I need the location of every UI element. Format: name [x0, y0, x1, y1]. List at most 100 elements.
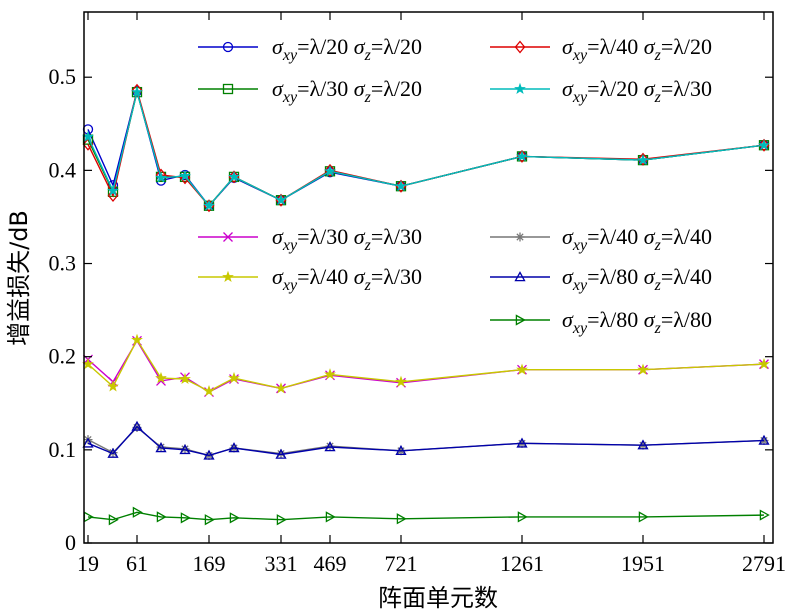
legend-entry-1: σxy=λ/20 σz=λ/20	[198, 34, 422, 64]
ticks-layer: 0 0.1 0.2 0.3 0.4 0.5 19 61 169 331 469 721 1261 1951…	[49, 12, 786, 576]
series-6	[82, 333, 770, 397]
legend-subscript: z	[364, 277, 372, 294]
legend-subscript: xy	[282, 47, 298, 64]
series-2-line	[87, 89, 765, 207]
legend-label-part: =λ/80	[661, 307, 712, 332]
legend-marker	[514, 82, 526, 95]
series-3-point-2	[107, 188, 119, 203]
series-5	[83, 335, 769, 398]
series-7-point-5	[180, 444, 190, 454]
legend-subscript: xy	[282, 89, 298, 106]
legend-label: σxy=λ/80 σz=λ/80	[562, 307, 712, 337]
legend-label: σxy=λ/20 σz=λ/30	[562, 76, 712, 106]
legend-label-part: =λ/20	[371, 76, 422, 101]
series-8-line	[87, 425, 765, 457]
legend-label-part: σ	[354, 264, 366, 289]
series-4-point-13	[758, 139, 770, 151]
y-tick-label-2: 0.1	[49, 437, 77, 462]
legend-subscript: xy	[572, 320, 588, 337]
plot-frame	[83, 11, 774, 544]
legend-label-part: =λ/20	[371, 34, 422, 59]
legend-entry-9: σxy=λ/80 σz=λ/80	[490, 307, 712, 337]
series-8-point-11	[516, 437, 528, 448]
x-tick-label-5: 469	[314, 551, 347, 576]
series-7	[83, 422, 769, 460]
series-8-point-8	[275, 448, 287, 459]
legend-label: σxy=λ/80 σz=λ/40	[562, 264, 712, 294]
legend-label-part: σ	[354, 224, 366, 249]
series-layer	[82, 83, 770, 526]
series-9-line	[87, 511, 765, 521]
series-4-point-10	[395, 180, 407, 192]
series-9-point-4	[156, 511, 167, 523]
legend-label-part: =λ/40	[297, 264, 348, 289]
series-8-point-4	[155, 442, 167, 453]
x-axis-label: 阵面单元数	[378, 584, 498, 612]
series-1	[82, 86, 770, 211]
legend-label-part: σ	[644, 76, 656, 101]
series-9-point-12	[638, 511, 649, 523]
series-3-line	[87, 90, 765, 207]
series-7-point-4	[156, 442, 166, 452]
legend-label-part: =λ/30	[661, 76, 712, 101]
legend-label: σxy=λ/40 σz=λ/40	[562, 224, 712, 254]
series-9-point-13	[759, 509, 770, 521]
legend-subscript: z	[364, 89, 372, 106]
series-3-point-4	[155, 168, 167, 182]
x-tick-label-1: 19	[77, 551, 99, 576]
legend-label-part: σ	[354, 76, 366, 101]
legend-label-part: σ	[562, 264, 574, 289]
legend-label-part: =λ/20	[297, 34, 348, 59]
series-4-point-12	[637, 153, 649, 166]
legend-entry-8: σxy=λ/80 σz=λ/40	[490, 264, 712, 294]
legend-subscript: z	[654, 277, 662, 294]
y-tick-label-6: 0.5	[49, 64, 77, 89]
series-6-line	[87, 338, 765, 392]
y-tick-label-5: 0.4	[49, 157, 77, 182]
legend-subscript: z	[364, 237, 372, 254]
legend-subscript: xy	[282, 277, 298, 294]
legend-label-part: =λ/30	[297, 76, 348, 101]
x-tick-label-8: 1951	[621, 551, 665, 576]
series-6-point-2	[107, 380, 119, 392]
legend-subscript: xy	[572, 47, 588, 64]
series-9-point-5	[180, 512, 191, 524]
series-3-point-9	[324, 163, 336, 177]
series-3-point-12	[637, 152, 649, 166]
series-8-point-7	[228, 442, 240, 453]
x-tick-label-2: 61	[126, 551, 148, 576]
legend-subscript: z	[654, 320, 662, 337]
series-6-point-7	[228, 371, 240, 384]
legend-entry-4: σxy=λ/20 σz=λ/30	[490, 76, 712, 106]
series-4-line	[87, 89, 765, 207]
legend-label-part: σ	[354, 34, 366, 59]
series-7-point-9	[325, 441, 335, 451]
legend-label-part: σ	[562, 224, 574, 249]
x-tick-label-9: 2791	[742, 551, 786, 576]
series-9-point-9	[325, 511, 336, 523]
series-6-point-5	[179, 372, 191, 385]
legend-label-part: σ	[562, 307, 574, 332]
series-4-point-6	[203, 199, 215, 211]
series-3	[82, 83, 770, 213]
legend-label-part: =λ/30	[371, 264, 422, 289]
series-6-point-9	[324, 368, 336, 380]
legend-subscript: xy	[572, 237, 588, 254]
y-tick-label-3: 0.2	[49, 344, 77, 369]
series-6-point-13	[758, 357, 770, 370]
legend-label-part: σ	[644, 264, 656, 289]
legend-label-part: =λ/80	[587, 307, 638, 332]
series-8-point-1	[82, 437, 94, 448]
legend-marker	[515, 314, 526, 326]
series-6-point-3	[131, 333, 143, 345]
legend-label: σxy=λ/40 σz=λ/30	[272, 264, 422, 294]
legend-subscript: z	[654, 237, 662, 254]
legend-label-part: =λ/20	[587, 76, 638, 101]
series-4	[82, 85, 770, 211]
legend-entry-7: σxy=λ/40 σz=λ/40	[490, 224, 712, 254]
series-9-point-7	[229, 512, 240, 524]
